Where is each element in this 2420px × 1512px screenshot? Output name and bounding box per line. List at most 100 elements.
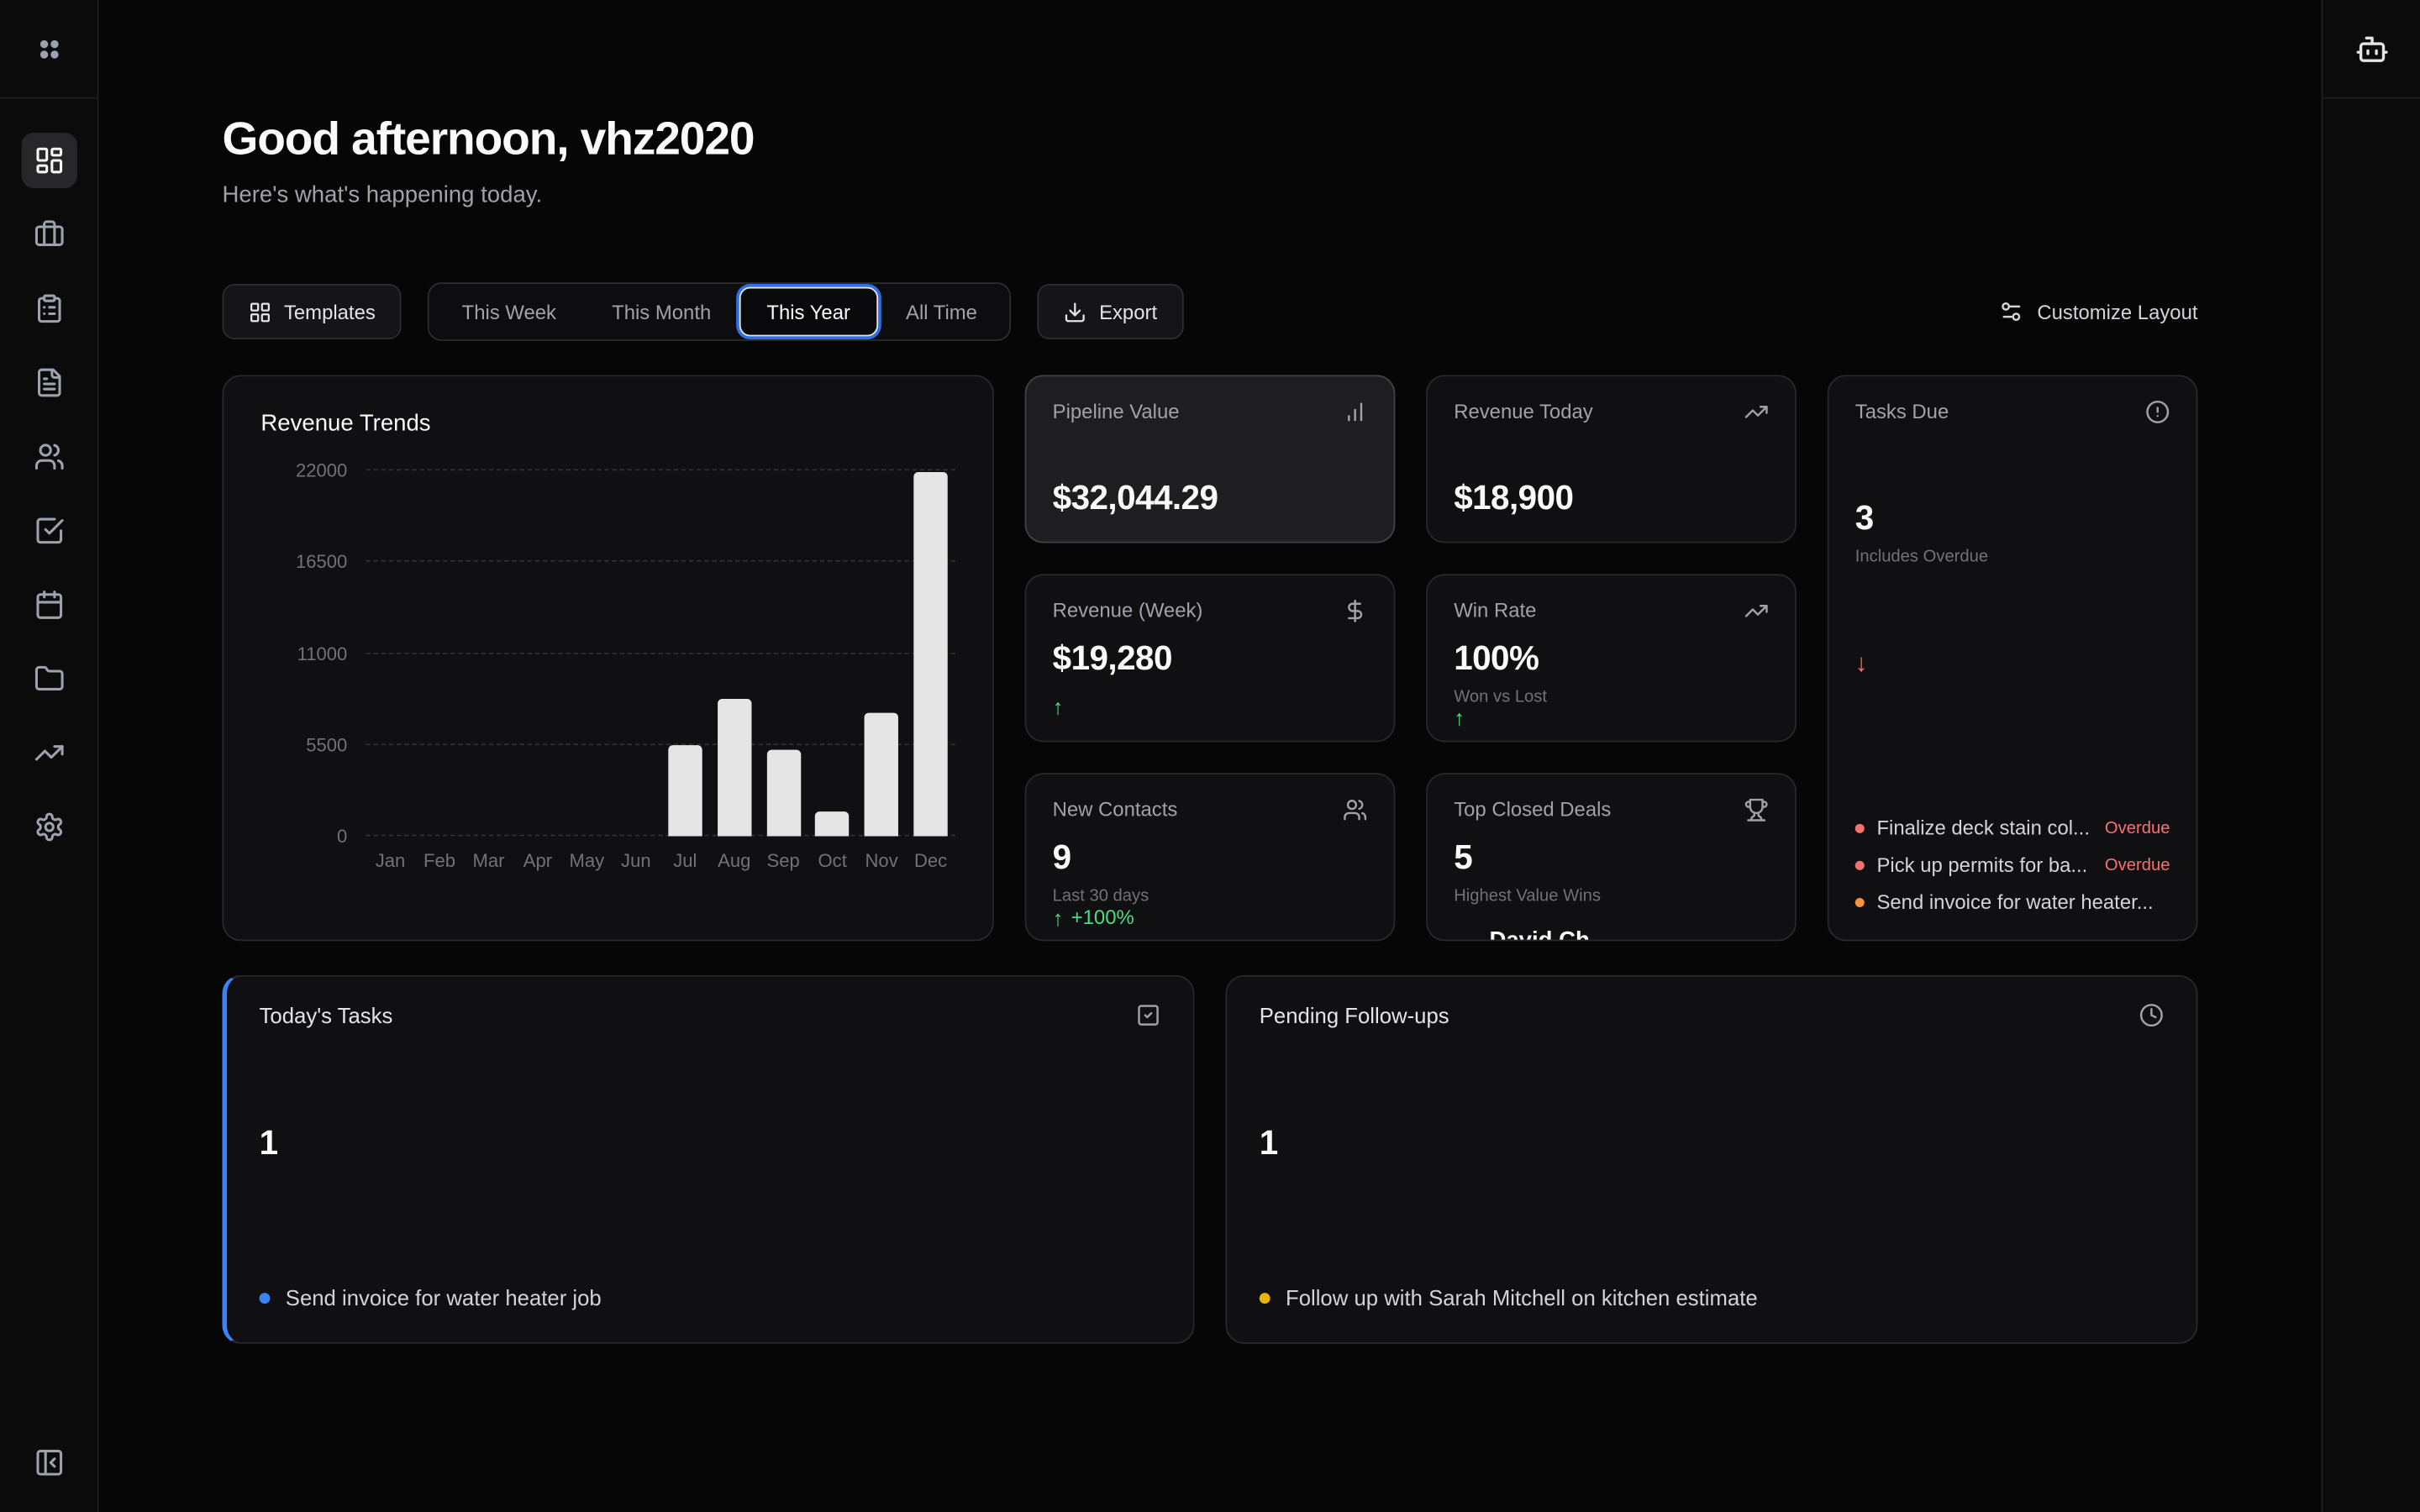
- followup-list-item[interactable]: Follow up with Sarah Mitchell on kitchen…: [1259, 1285, 2164, 1316]
- top-closed-deals-card[interactable]: Top Closed Deals 5 Highest Value Wins Da…: [1426, 773, 1797, 942]
- kpi-title: Win Rate: [1454, 598, 1537, 622]
- sidebar-item-jobs[interactable]: [21, 207, 76, 262]
- new-contacts-card[interactable]: New Contacts 9 Last 30 days ↑ +100%: [1024, 773, 1396, 942]
- chart-gridline: [366, 834, 955, 837]
- templates-label: Templates: [283, 300, 376, 323]
- customize-layout-button[interactable]: Customize Layout: [1998, 299, 2198, 323]
- task-due-item[interactable]: Finalize deck stain col... Overdue: [1854, 816, 2170, 840]
- task-dot: [259, 1292, 271, 1304]
- chart-bar: [906, 470, 955, 837]
- calendar-icon: [35, 591, 62, 619]
- range-this-week[interactable]: This Week: [434, 284, 584, 339]
- bot-icon: [2355, 35, 2387, 62]
- alert-circle-icon: [2146, 400, 2170, 423]
- kpi-value: 9: [1052, 837, 1071, 877]
- export-button[interactable]: Export: [1037, 283, 1184, 340]
- chart-x-tick: Jan: [375, 850, 406, 872]
- layout-grid-icon: [250, 302, 270, 322]
- templates-button[interactable]: Templates: [222, 283, 402, 340]
- trend-up-arrow: ↑: [1052, 694, 1064, 719]
- chart-y-tick: 5500: [306, 733, 348, 756]
- chart-x-tick: Jul: [673, 850, 697, 872]
- trending-up-icon: [1744, 406, 1768, 418]
- kpi-title: Tasks Due: [1854, 399, 1949, 423]
- sidebar: [0, 0, 99, 1512]
- chart-bar: [366, 470, 414, 836]
- kpi-title: New Contacts: [1052, 797, 1178, 822]
- kpi-trend: ↑: [1053, 696, 1368, 717]
- clipboard-list-icon: [37, 294, 60, 323]
- task-dot: [1854, 859, 1865, 869]
- right-rail: [2321, 0, 2420, 1512]
- kpi-value: $18,900: [1454, 478, 1574, 517]
- chart-x-tick: Nov: [865, 850, 898, 872]
- sidebar-item-tasks[interactable]: [21, 503, 76, 559]
- sidebar-item-calendar[interactable]: [21, 577, 76, 633]
- collapse-sidebar-button[interactable]: [33, 1447, 64, 1478]
- chart-x-tick: Feb: [423, 850, 455, 872]
- ai-assistant-button[interactable]: [2354, 32, 2388, 66]
- gear-icon: [35, 812, 62, 842]
- check-square-icon: [35, 517, 63, 544]
- kpi-value: 100%: [1454, 638, 1539, 678]
- chart-x-tick: Sep: [766, 850, 800, 872]
- todays-tasks-card[interactable]: Today's Tasks 1 Send invoice for water h…: [222, 974, 1195, 1344]
- chart-x-axis: Jan Feb Mar Apr May Jun Jul Aug Sep Oct Nov Dec: [260, 850, 955, 872]
- revenue-today-card[interactable]: Revenue Today $18,900: [1426, 375, 1797, 543]
- layout-dashboard-icon: [35, 147, 62, 174]
- sidebar-item-files[interactable]: [21, 651, 76, 706]
- revenue-week-card[interactable]: Revenue (Week) $19,280 ↑: [1024, 574, 1396, 743]
- kpi-title: Revenue Today: [1454, 399, 1593, 423]
- users-icon: [34, 444, 63, 470]
- sidebar-item-settings[interactable]: [21, 799, 76, 854]
- chart-bar: [759, 470, 808, 837]
- dashboard-grid: Revenue Trends 0 5500 11000 16500 22000 Jan F…: [222, 375, 2198, 942]
- customize-layout-label: Customize Layout: [2037, 300, 2198, 323]
- chart-y-tick: 16500: [295, 551, 348, 573]
- win-rate-card[interactable]: Win Rate 100% Won vs Lost ↑: [1426, 574, 1797, 743]
- logo-dots-icon: [39, 39, 58, 58]
- card-title: Pending Follow-ups: [1259, 1002, 1449, 1028]
- chart-x-tick: May: [569, 850, 605, 872]
- chart-gridline: [366, 560, 955, 563]
- sidebar-item-dashboard[interactable]: [20, 132, 76, 189]
- chart-y-axis: 0 5500 11000 16500 22000: [260, 459, 348, 847]
- bottom-row: Today's Tasks 1 Send invoice for water h…: [222, 974, 2198, 1344]
- kpi-value: $19,280: [1052, 638, 1173, 678]
- chart-y-tick: 0: [336, 825, 348, 848]
- app-logo: [0, 0, 97, 99]
- sidebar-nav: [20, 99, 76, 1447]
- page-title: Good afternoon, vhz2020: [222, 113, 755, 165]
- chart-plot: [366, 469, 955, 837]
- trend-down-arrow: ↓: [1854, 651, 1868, 678]
- export-label: Export: [1099, 300, 1158, 323]
- file-text-icon: [37, 368, 60, 397]
- range-this-month[interactable]: This Month: [584, 284, 739, 339]
- pending-followups-card[interactable]: Pending Follow-ups 1 Follow up with Sara…: [1225, 974, 2198, 1344]
- download-icon: [1065, 302, 1086, 322]
- sidebar-item-contacts[interactable]: [21, 429, 76, 485]
- kpi-trend: ↑: [1454, 706, 1769, 728]
- task-due-item[interactable]: Pick up permits for ba... Overdue: [1854, 853, 2170, 876]
- sidebar-item-estimates[interactable]: [21, 281, 76, 336]
- chart-bar: [857, 470, 906, 837]
- tasks-due-card[interactable]: Tasks Due 3 Includes Overdue ↓ Finalize …: [1827, 375, 2198, 942]
- range-all-time[interactable]: All Time: [878, 284, 1005, 339]
- task-label: Finalize deck stain col...: [1876, 816, 2090, 840]
- revenue-trends-card[interactable]: Revenue Trends 0 5500 11000 16500 22000 Jan F…: [222, 375, 994, 942]
- chart-x-tick: Jun: [621, 850, 651, 872]
- followup-label: Follow up with Sarah Mitchell on kitchen…: [1286, 1285, 1758, 1310]
- chart-gridline: [366, 743, 955, 745]
- kpi-value: $32,044.29: [1052, 478, 1218, 517]
- kpi-title: Top Closed Deals: [1454, 797, 1612, 822]
- overdue-badge: Overdue: [2104, 855, 2170, 874]
- sidebar-item-invoices[interactable]: [21, 354, 76, 410]
- range-this-year[interactable]: This Year: [739, 286, 878, 337]
- task-due-item[interactable]: Send invoice for water heater...: [1854, 890, 2170, 913]
- task-list-item[interactable]: Send invoice for water heater job: [259, 1285, 1161, 1316]
- sidebar-item-reports[interactable]: [21, 725, 76, 780]
- chart-bar: [513, 470, 562, 836]
- chart-bar: [612, 470, 660, 836]
- pipeline-value-card[interactable]: Pipeline Value $32,044.29: [1024, 375, 1396, 543]
- kpi-title: Revenue (Week): [1052, 598, 1203, 622]
